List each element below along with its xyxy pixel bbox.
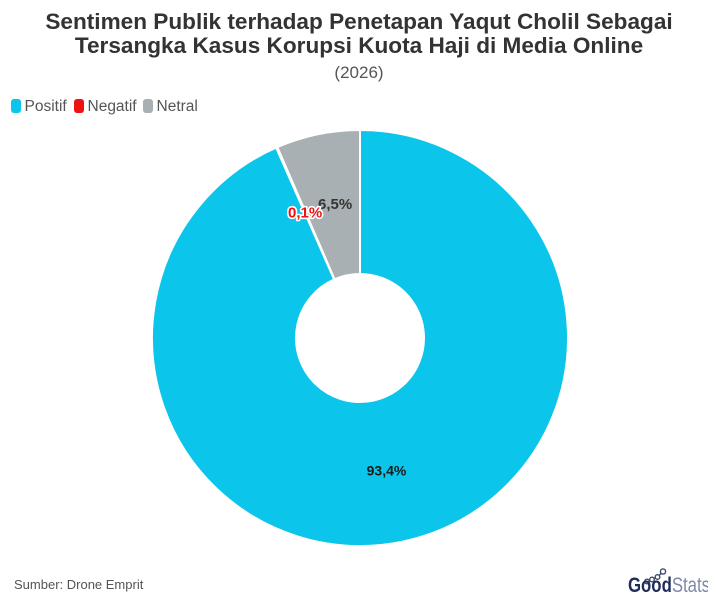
svg-text:GoodStats: GoodStats [628, 574, 708, 597]
svg-text:93,4%: 93,4% [367, 463, 407, 479]
svg-text:0,1%: 0,1% [288, 205, 322, 222]
svg-text:6,5%: 6,5% [318, 196, 352, 213]
